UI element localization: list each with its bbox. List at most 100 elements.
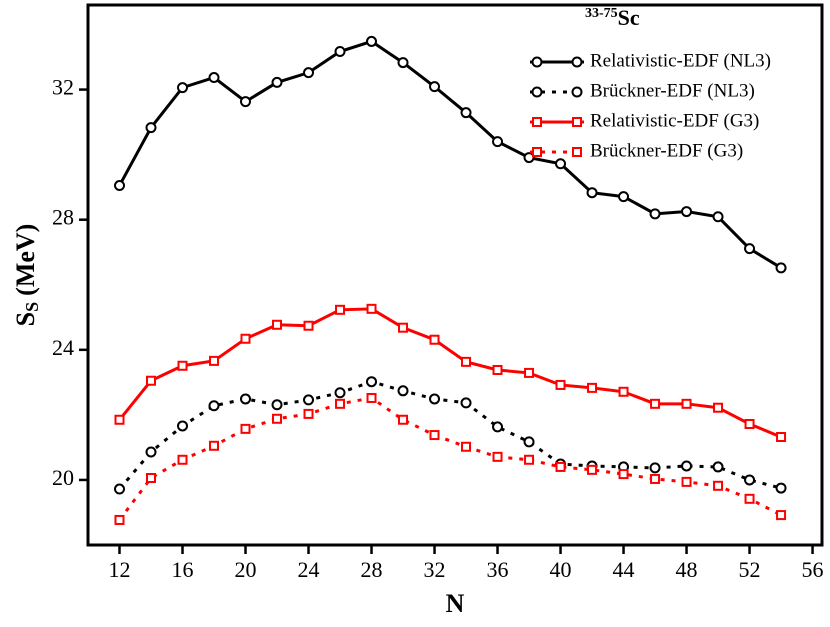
marker	[650, 473, 661, 484]
legend-label: Brückner-EDF (G3)	[590, 140, 743, 161]
marker	[114, 180, 126, 192]
legend-marker	[572, 117, 582, 127]
x-tick-label: 44	[613, 557, 635, 582]
marker	[146, 472, 157, 483]
marker	[271, 399, 283, 411]
legend-marker	[571, 86, 583, 98]
marker	[649, 208, 661, 220]
marker	[744, 418, 755, 429]
marker	[145, 122, 157, 134]
legend-marker	[571, 56, 583, 68]
marker	[397, 57, 409, 69]
marker	[681, 460, 693, 472]
marker	[681, 398, 692, 409]
marker	[177, 360, 188, 371]
marker	[334, 387, 346, 399]
marker	[712, 461, 724, 473]
marker	[744, 493, 755, 504]
marker	[618, 469, 629, 480]
marker	[524, 454, 535, 465]
x-tick-label: 36	[487, 557, 509, 582]
legend-title: 33-75Sc	[585, 5, 640, 30]
marker	[398, 414, 409, 425]
marker	[303, 394, 315, 406]
legend-title-text: Sc	[618, 5, 640, 30]
y-axis-label-unit: (MeV)	[11, 224, 40, 296]
marker	[776, 510, 787, 521]
marker	[555, 158, 567, 170]
y-tick-label: 32	[52, 75, 74, 100]
legend-title-superscript: 33-75	[585, 6, 618, 21]
x-tick-label: 12	[109, 557, 131, 582]
x-axis-label: N	[446, 589, 465, 618]
marker	[366, 35, 378, 47]
marker	[209, 440, 220, 451]
marker	[240, 333, 251, 344]
marker	[429, 393, 441, 405]
marker	[775, 482, 787, 494]
x-tick-label: 24	[298, 557, 320, 582]
legend-label: Relativistic-EDF (NL3)	[590, 50, 771, 71]
marker	[524, 367, 535, 378]
marker	[492, 451, 503, 462]
marker	[114, 414, 125, 425]
x-tick-label: 52	[739, 557, 761, 582]
marker	[240, 423, 251, 434]
marker	[366, 392, 377, 403]
x-tick-label: 28	[361, 557, 383, 582]
y-axis-label: SS (MeV)	[11, 224, 42, 327]
marker	[209, 355, 220, 366]
marker	[398, 322, 409, 333]
marker	[114, 483, 126, 495]
marker	[146, 375, 157, 386]
marker	[429, 334, 440, 345]
marker	[429, 81, 441, 93]
legend-label: Relativistic-EDF (G3)	[590, 110, 759, 131]
y-tick-label: 28	[52, 205, 74, 230]
marker	[366, 376, 378, 388]
marker	[177, 454, 188, 465]
marker	[492, 364, 503, 375]
marker	[460, 397, 472, 409]
marker	[114, 514, 125, 525]
series-line	[118, 380, 782, 491]
legend-label: Brückner-EDF (NL3)	[590, 80, 755, 101]
marker	[492, 136, 504, 148]
marker	[460, 107, 472, 119]
legend-marker	[531, 86, 543, 98]
marker	[649, 462, 661, 474]
marker	[775, 262, 787, 274]
series	[114, 392, 787, 525]
marker	[650, 398, 661, 409]
marker	[271, 76, 283, 88]
marker	[272, 413, 283, 424]
marker	[712, 211, 724, 223]
marker	[713, 402, 724, 413]
marker	[618, 386, 629, 397]
marker	[145, 446, 157, 458]
y-tick-label: 24	[52, 335, 74, 360]
x-tick-label: 56	[802, 557, 824, 582]
marker	[397, 385, 409, 397]
legend-marker	[532, 117, 542, 127]
y-tick-label: 20	[52, 465, 74, 490]
marker	[586, 187, 598, 199]
marker	[618, 191, 630, 203]
series	[114, 303, 787, 442]
marker	[555, 379, 566, 390]
marker	[177, 420, 189, 432]
y-axis-label-subscript: S	[22, 302, 42, 312]
marker	[492, 421, 504, 433]
marker	[713, 480, 724, 491]
legend-marker	[531, 56, 543, 68]
marker	[681, 476, 692, 487]
marker	[303, 320, 314, 331]
marker	[335, 304, 346, 315]
marker	[240, 96, 252, 108]
x-tick-label: 32	[424, 557, 446, 582]
marker	[776, 432, 787, 442]
marker	[366, 303, 377, 314]
marker	[208, 400, 220, 412]
